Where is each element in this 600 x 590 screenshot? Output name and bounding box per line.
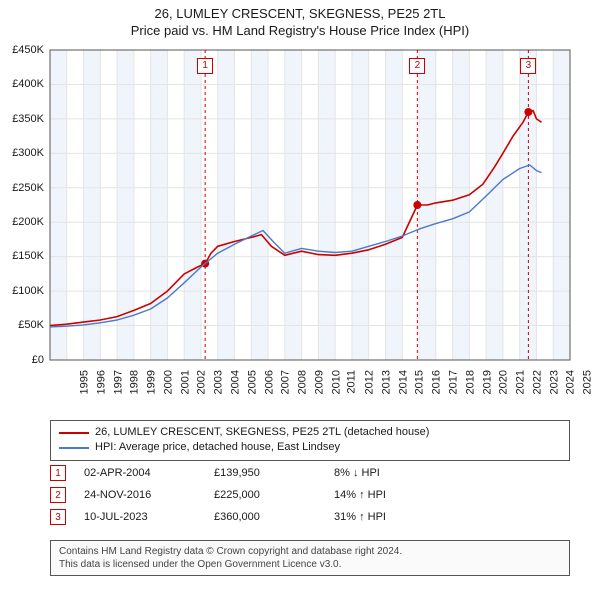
x-tick-label: 2002 xyxy=(196,370,208,394)
legend: 26, LUMLEY CRESCENT, SKEGNESS, PE25 2TL … xyxy=(50,420,570,461)
x-tick-label: 2015 xyxy=(414,370,426,394)
x-tick-label: 2009 xyxy=(313,370,325,394)
x-tick-label: 2025 xyxy=(582,370,594,394)
x-tick-label: 2007 xyxy=(280,370,292,394)
transaction-price: £225,000 xyxy=(214,489,334,501)
legend-row: 26, LUMLEY CRESCENT, SKEGNESS, PE25 2TL … xyxy=(59,425,561,440)
x-tick-label: 2014 xyxy=(397,370,409,394)
y-tick-label: £250K xyxy=(12,182,44,194)
event-marker-3: 3 xyxy=(520,58,536,74)
x-tick-label: 2011 xyxy=(346,370,358,394)
transaction-row: 2 24-NOV-2016£225,00014% ↑ HPI xyxy=(50,484,570,506)
transaction-date: 02-APR-2004 xyxy=(84,467,214,479)
x-tick-label: 2003 xyxy=(213,370,225,394)
y-tick-label: £150K xyxy=(12,250,44,262)
x-tick-label: 2004 xyxy=(229,370,241,394)
transaction-delta: 14% ↑ HPI xyxy=(334,489,570,501)
event-marker-1: 1 xyxy=(197,58,213,74)
chart-title: 26, LUMLEY CRESCENT, SKEGNESS, PE25 2TL … xyxy=(0,0,600,40)
x-tick-label: 2012 xyxy=(364,370,376,394)
y-tick-label: £400K xyxy=(12,78,44,90)
chart-svg xyxy=(0,40,600,410)
transaction-row: 1 02-APR-2004£139,9508% ↓ HPI xyxy=(50,462,570,484)
transaction-date: 10-JUL-2023 xyxy=(84,511,214,523)
x-tick-label: 2006 xyxy=(263,370,275,394)
legend-label: 26, LUMLEY CRESCENT, SKEGNESS, PE25 2TL … xyxy=(95,425,429,440)
x-tick-label: 2019 xyxy=(481,370,493,394)
x-tick-label: 2005 xyxy=(246,370,258,394)
y-tick-label: £200K xyxy=(12,216,44,228)
transaction-delta: 8% ↓ HPI xyxy=(334,467,570,479)
x-tick-label: 2013 xyxy=(380,370,392,394)
x-tick-label: 2024 xyxy=(565,370,577,394)
x-tick-label: 2017 xyxy=(448,370,460,394)
transaction-price: £139,950 xyxy=(214,467,334,479)
x-tick-label: 2010 xyxy=(330,370,342,394)
transaction-marker: 1 xyxy=(50,465,66,481)
event-marker-2: 2 xyxy=(409,58,425,74)
legend-swatch xyxy=(59,432,89,434)
x-tick-label: 1998 xyxy=(129,370,141,394)
y-tick-label: £0 xyxy=(32,354,44,366)
x-tick-label: 2022 xyxy=(531,370,543,394)
x-tick-label: 1996 xyxy=(95,370,107,394)
x-tick-label: 1999 xyxy=(146,370,158,394)
x-tick-label: 2018 xyxy=(464,370,476,394)
footer-line-1: Contains HM Land Registry data © Crown c… xyxy=(59,545,561,558)
transaction-row: 3 10-JUL-2023£360,00031% ↑ HPI xyxy=(50,506,570,528)
footer-line-2: This data is licensed under the Open Gov… xyxy=(59,558,561,571)
x-tick-label: 2021 xyxy=(515,370,527,394)
transaction-marker: 2 xyxy=(50,487,66,503)
legend-row: HPI: Average price, detached house, East… xyxy=(59,440,561,455)
transaction-price: £360,000 xyxy=(214,511,334,523)
x-tick-label: 2001 xyxy=(179,370,191,394)
x-tick-label: 2016 xyxy=(431,370,443,394)
transaction-marker: 3 xyxy=(50,509,66,525)
x-tick-label: 1995 xyxy=(78,370,90,394)
transaction-delta: 31% ↑ HPI xyxy=(334,511,570,523)
y-tick-label: £100K xyxy=(12,285,44,297)
chart-area: £0 £50K £100K £150K £200K £250K £300K £350K £400… xyxy=(0,40,600,410)
title-address: 26, LUMLEY CRESCENT, SKEGNESS, PE25 2TL xyxy=(0,6,600,23)
x-tick-label: 1997 xyxy=(112,370,124,394)
title-subtitle: Price paid vs. HM Land Registry's House … xyxy=(0,23,600,40)
price-vs-hpi-figure: 26, LUMLEY CRESCENT, SKEGNESS, PE25 2TL … xyxy=(0,0,600,590)
y-tick-label: £300K xyxy=(12,147,44,159)
x-tick-label: 2008 xyxy=(297,370,309,394)
attribution-footer: Contains HM Land Registry data © Crown c… xyxy=(50,540,570,576)
legend-swatch xyxy=(59,447,89,449)
y-tick-label: £350K xyxy=(12,113,44,125)
x-tick-label: 2000 xyxy=(162,370,174,394)
y-tick-label: £450K xyxy=(12,44,44,56)
x-tick-label: 2023 xyxy=(548,370,560,394)
transaction-date: 24-NOV-2016 xyxy=(84,489,214,501)
x-tick-label: 2020 xyxy=(498,370,510,394)
transaction-list: 1 02-APR-2004£139,9508% ↓ HPI 2 24-NOV-2016… xyxy=(50,462,570,528)
legend-label: HPI: Average price, detached house, East… xyxy=(95,440,340,455)
y-tick-label: £50K xyxy=(18,319,44,331)
